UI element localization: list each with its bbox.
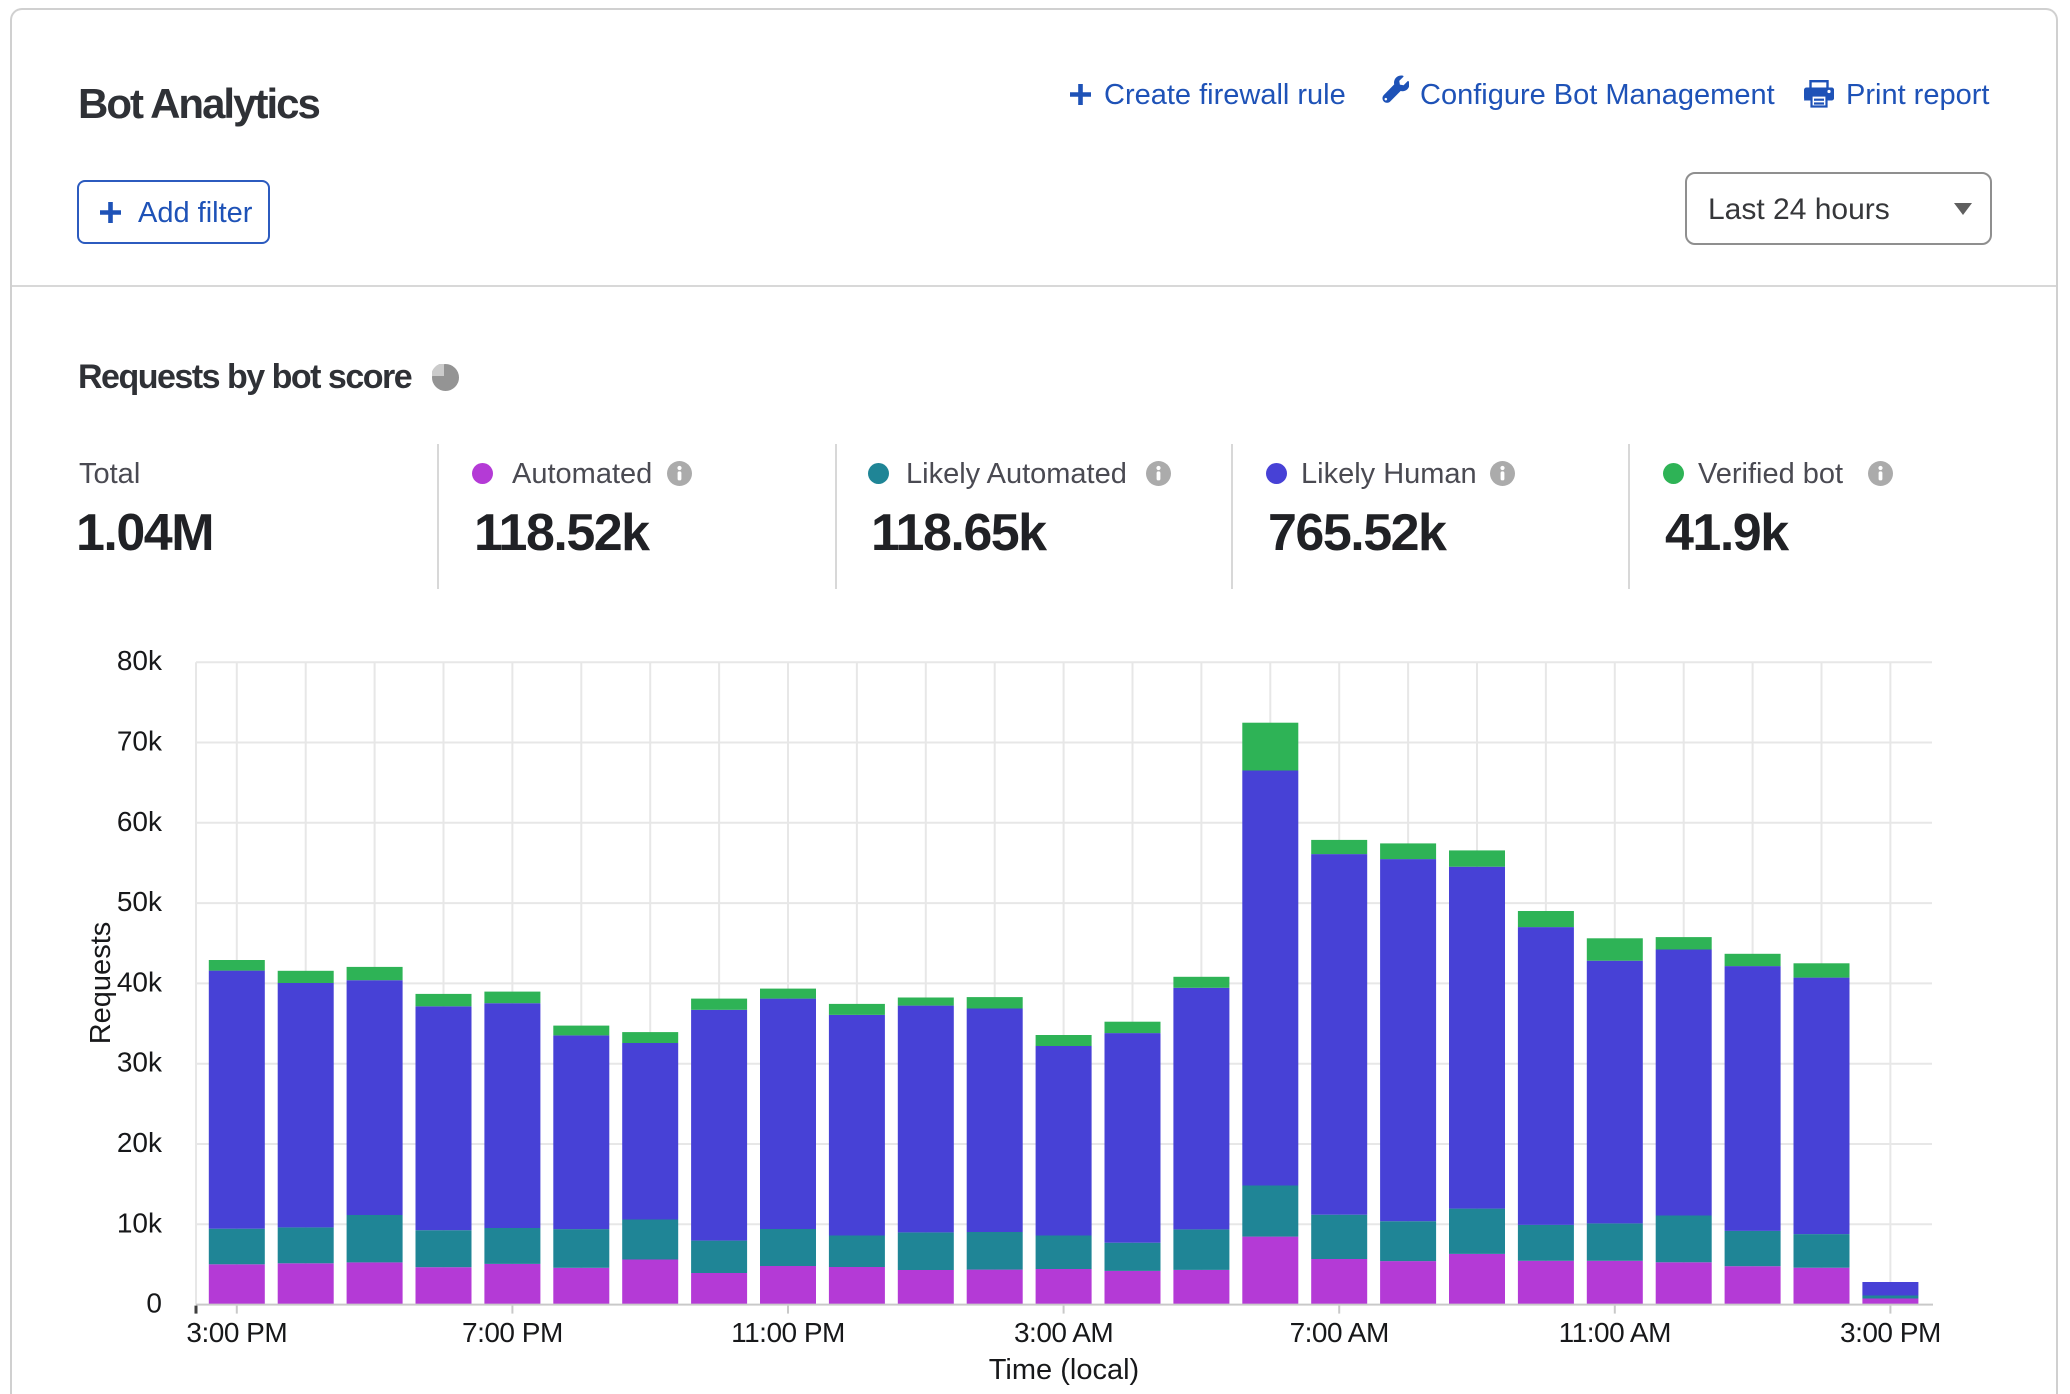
svg-text:3:00 PM: 3:00 PM — [186, 1317, 287, 1348]
svg-text:70k: 70k — [117, 726, 163, 757]
svg-text:50k: 50k — [117, 886, 163, 917]
svg-text:7:00 PM: 7:00 PM — [462, 1317, 563, 1348]
svg-text:60k: 60k — [117, 806, 163, 837]
svg-text:40k: 40k — [117, 966, 163, 997]
svg-text:30k: 30k — [117, 1047, 163, 1078]
svg-text:Requests: Requests — [85, 922, 117, 1045]
svg-text:7:00 AM: 7:00 AM — [1290, 1317, 1389, 1348]
svg-text:10k: 10k — [117, 1207, 163, 1238]
svg-text:11:00 PM: 11:00 PM — [731, 1317, 845, 1348]
svg-text:20k: 20k — [117, 1127, 163, 1158]
svg-text:11:00 AM: 11:00 AM — [1559, 1317, 1671, 1348]
svg-text:3:00 PM: 3:00 PM — [1840, 1317, 1941, 1348]
svg-text:3:00 AM: 3:00 AM — [1014, 1317, 1113, 1348]
svg-text:Time (local): Time (local) — [989, 1354, 1139, 1386]
svg-text:80k: 80k — [117, 645, 163, 676]
svg-text:0: 0 — [146, 1288, 162, 1319]
